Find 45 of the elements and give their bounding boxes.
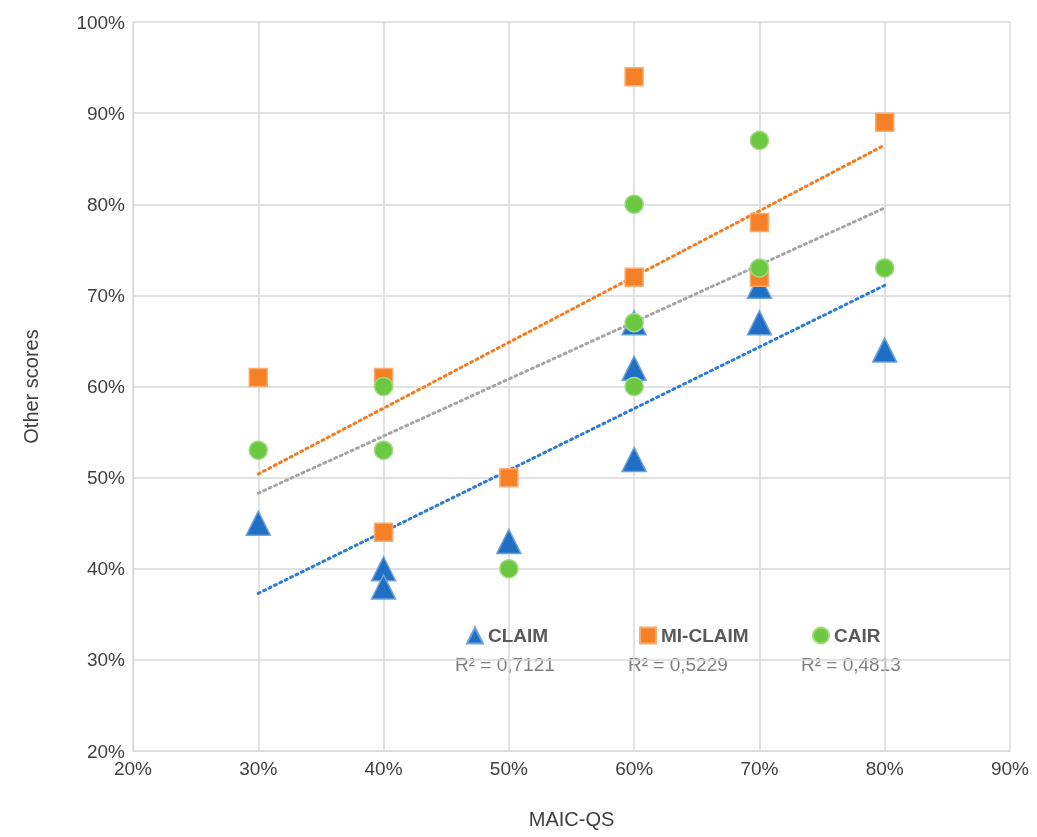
- y-tick-label: 80%: [86, 193, 126, 215]
- y-tick-label: 40%: [86, 558, 126, 580]
- point: [749, 212, 770, 233]
- point: [373, 522, 394, 543]
- point: [499, 467, 519, 488]
- point: [496, 528, 522, 555]
- point: [749, 130, 770, 151]
- y-tick-label: 30%: [86, 649, 126, 671]
- point: [245, 510, 272, 536]
- legend-label: CLAIM: [488, 625, 549, 646]
- point: [871, 337, 898, 363]
- point: [248, 440, 269, 461]
- y-tick-label: 50%: [86, 467, 126, 489]
- x-tick-label: 50%: [489, 758, 528, 779]
- legend-label: CAIR: [834, 625, 881, 646]
- annotation: R² = 0,5229: [628, 654, 728, 675]
- point: [749, 258, 770, 278]
- point: [373, 440, 394, 461]
- annotation: R² = 0,7121: [455, 654, 555, 675]
- legend-label: MI-CLAIM: [661, 625, 749, 646]
- point: [624, 194, 644, 214]
- point: [874, 112, 895, 132]
- x-tick-label: 30%: [239, 758, 278, 779]
- y-tick-label: 70%: [86, 284, 126, 306]
- x-axis-title: MAIC-QS: [528, 808, 615, 830]
- x-tick-label: 70%: [740, 758, 779, 779]
- y-tick-label: 100%: [76, 11, 126, 33]
- y-tick-label: 90%: [86, 102, 126, 124]
- point: [373, 376, 394, 397]
- point: [499, 559, 519, 579]
- point: [746, 309, 773, 336]
- point: [248, 367, 269, 388]
- y-axis-title: Other scores: [20, 329, 42, 444]
- x-tick-label: 90%: [990, 758, 1030, 779]
- x-tick-label: 40%: [364, 758, 403, 779]
- point: [874, 258, 895, 278]
- annotation: R² = 0,4813: [801, 654, 901, 675]
- y-tick-label: 60%: [86, 376, 126, 397]
- point: [624, 267, 644, 287]
- x-tick-label: 80%: [865, 758, 904, 779]
- x-tick-label: 60%: [615, 758, 654, 779]
- point: [370, 574, 397, 600]
- point: [624, 66, 644, 87]
- point: [621, 446, 647, 473]
- point: [624, 376, 644, 397]
